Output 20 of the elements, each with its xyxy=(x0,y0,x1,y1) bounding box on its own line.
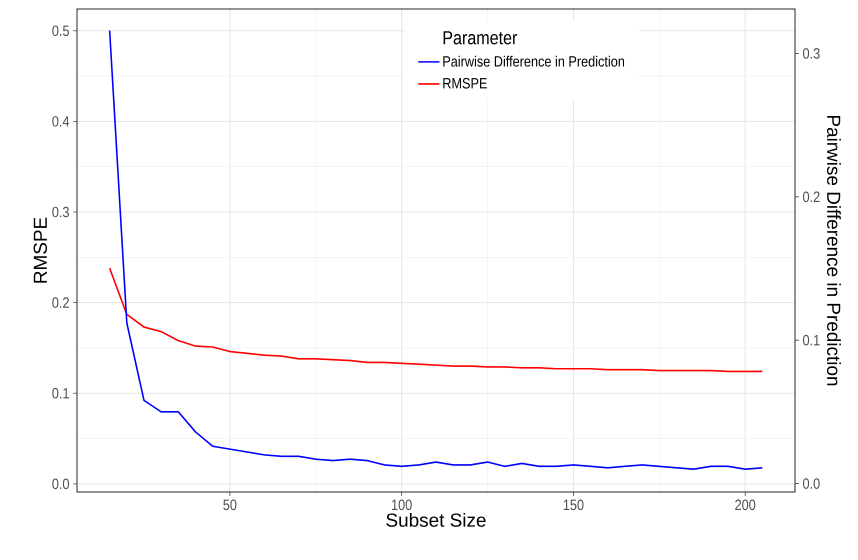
y2-tick-label: 0.1 xyxy=(803,334,820,346)
y2-tick-label: 0.2 xyxy=(803,192,820,202)
y2-tick-label: 0.3 xyxy=(803,48,820,59)
y2-tick-label: 0.0 xyxy=(803,478,820,489)
y-tick-label: 0.2 xyxy=(52,297,69,308)
legend-title: Parameter xyxy=(444,31,518,44)
x-axis-title: Subset Size xyxy=(386,512,486,527)
x-tick-label: 50 xyxy=(223,500,236,510)
y-tick-label: 0.1 xyxy=(52,388,69,399)
y-axis-title: RMSPE xyxy=(34,218,47,283)
y-tick-label: 0.3 xyxy=(52,206,69,218)
x-tick-label: 200 xyxy=(735,500,756,510)
x-tick-label: 100 xyxy=(392,500,412,510)
x-tick-label: 150 xyxy=(564,500,584,510)
legend-label: RMSPE xyxy=(443,78,487,89)
y-tick-label: 0.0 xyxy=(52,478,69,490)
y2-axis-title: Pairwise Difference in Prediction xyxy=(827,116,841,386)
y-tick-label: 0.5 xyxy=(52,25,69,36)
legend-label: Pairwise Difference in Prediction xyxy=(443,56,624,67)
y-tick-label: 0.4 xyxy=(52,116,70,127)
